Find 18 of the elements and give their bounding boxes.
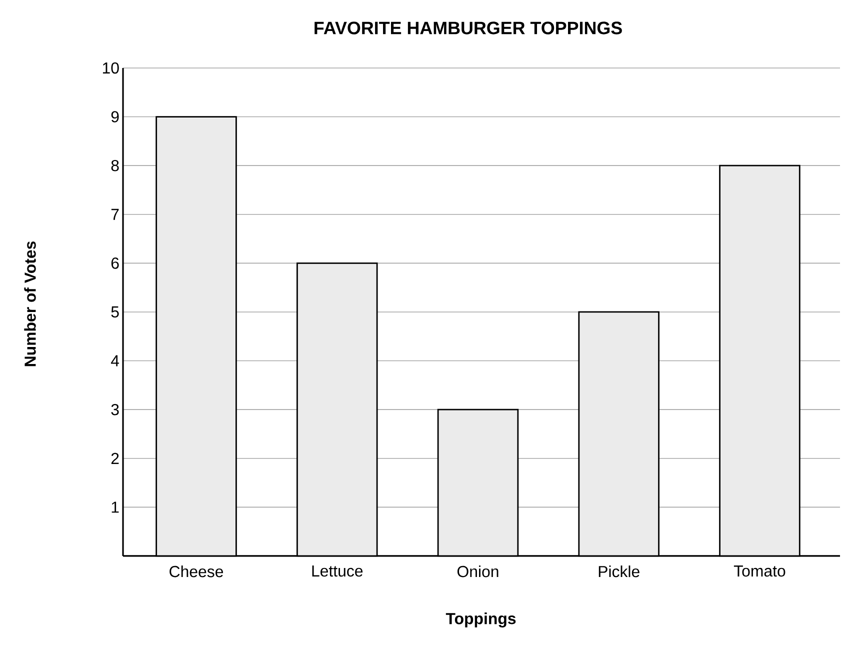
y-tick-label: 7 — [111, 208, 119, 220]
y-tick-label: 1 — [112, 502, 119, 513]
x-tick-label: Tomato — [734, 566, 786, 577]
x-tick-label: Lettuce — [312, 566, 363, 577]
y-axis-title: Number of Votes — [24, 241, 36, 366]
y-tick-label: 2 — [111, 452, 119, 464]
y-tick-label: 4 — [110, 355, 120, 366]
x-axis-title: Toppings — [446, 612, 516, 628]
y-tick-label: 9 — [111, 111, 119, 122]
x-tick-label: Onion — [457, 566, 498, 578]
x-tick-label: Pickle — [598, 566, 640, 578]
y-tick-label: 3 — [111, 404, 119, 416]
y-tick-label: 8 — [111, 160, 119, 172]
x-tick-label: Cheese — [170, 566, 224, 578]
y-tick-label: 10 — [102, 62, 119, 74]
y-tick-label: 5 — [111, 306, 119, 318]
chart-title: FAVORITE HAMBURGER TOPPINGS — [314, 22, 622, 34]
y-tick-label: 6 — [111, 258, 119, 269]
